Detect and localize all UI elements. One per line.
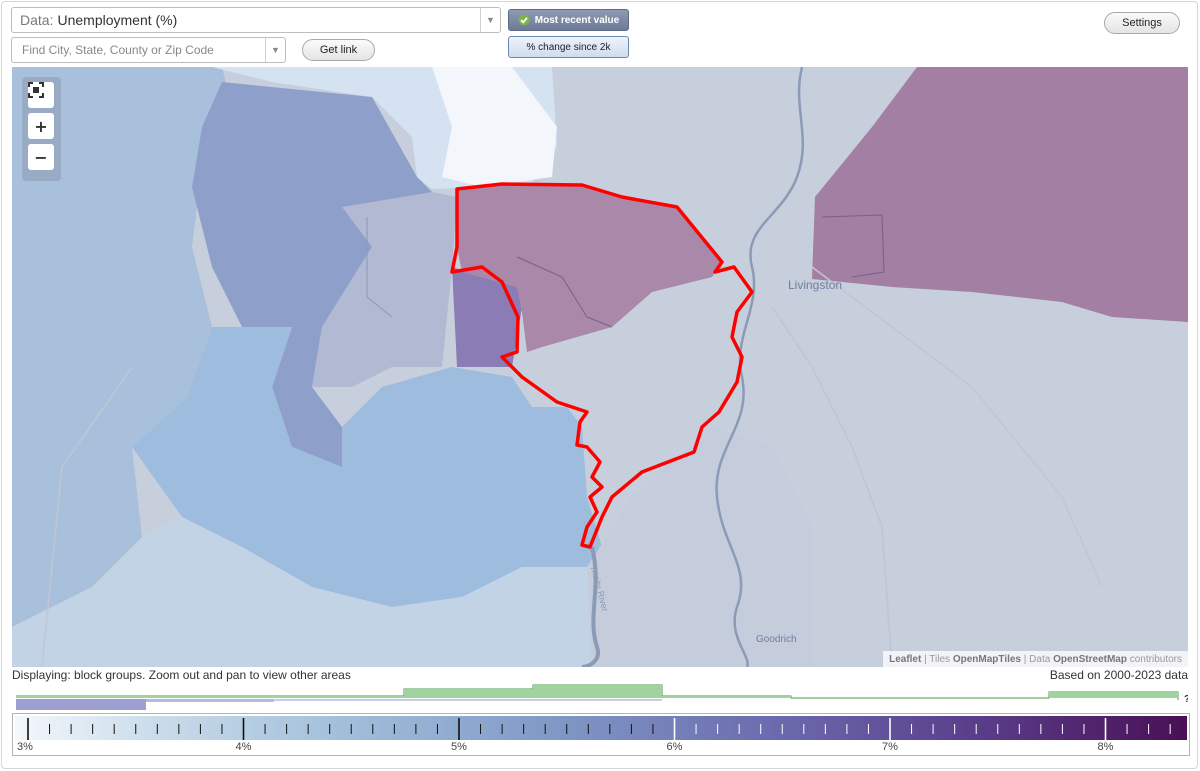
minus-icon[interactable]: − — [28, 144, 54, 170]
data-selector-prefix: Data: — [20, 12, 54, 28]
legend-label: 8% — [1097, 741, 1114, 753]
legend-label: 4% — [235, 741, 252, 753]
check-icon — [518, 14, 530, 26]
plus-icon[interactable]: + — [28, 113, 54, 139]
data-selector[interactable]: Data: Unemployment (%) ▼ — [11, 7, 501, 33]
legend-label: 5% — [451, 741, 467, 753]
data-range-status: Based on 2000-2023 data — [1049, 668, 1188, 682]
attribution-leaflet-link[interactable]: Leaflet — [889, 653, 922, 665]
most-recent-value-toggle[interactable]: Most recent value — [508, 9, 629, 31]
place-label-livingston: Livingston — [788, 278, 843, 292]
attribution-tiles-link[interactable]: OpenMapTiles — [952, 653, 1021, 665]
zoom-control: + − — [22, 77, 61, 181]
legend-label: 3% — [17, 741, 33, 753]
place-label-goodrich: Goodrich — [756, 634, 797, 645]
data-selector-value: Unemployment (%) — [57, 12, 178, 28]
map-view[interactable]: + − Livingston Goodrich Trinity River Le… — [12, 67, 1188, 667]
legend-gradient — [15, 716, 1187, 740]
map-canvas[interactable] — [12, 67, 1188, 667]
attribution-tiles-prefix: | Tiles — [924, 653, 951, 665]
displaying-status: Displaying: block groups. Zoom out and p… — [12, 668, 351, 682]
value-histogram: ? — [16, 684, 1188, 710]
settings-button[interactable]: Settings — [1104, 12, 1180, 34]
legend-label: 7% — [882, 741, 898, 753]
search-input[interactable] — [20, 42, 260, 58]
legend-ticks — [27, 718, 1171, 740]
legend-label: 6% — [666, 741, 683, 753]
pct-change-toggle[interactable]: % change since 2k — [508, 36, 629, 58]
histogram-question-mark[interactable]: ? — [1184, 694, 1188, 705]
attribution-osm-link[interactable]: OpenStreetMap — [1053, 653, 1127, 665]
color-legend: 3% 4% 5% 6% 7% 8% — [12, 713, 1190, 756]
map-attribution: Leaflet | Tiles OpenMapTiles | Data Open… — [883, 651, 1188, 667]
location-search[interactable]: ▼ — [11, 37, 286, 63]
fullscreen-icon[interactable] — [28, 82, 54, 108]
most-recent-value-label: Most recent value — [534, 14, 620, 26]
attribution-data-prefix: | Data — [1023, 653, 1051, 665]
chevron-down-icon[interactable]: ▼ — [265, 38, 285, 62]
chevron-down-icon[interactable]: ▼ — [480, 8, 500, 32]
get-link-button[interactable]: Get link — [302, 39, 375, 61]
attribution-contributors: contributors — [1129, 653, 1182, 665]
